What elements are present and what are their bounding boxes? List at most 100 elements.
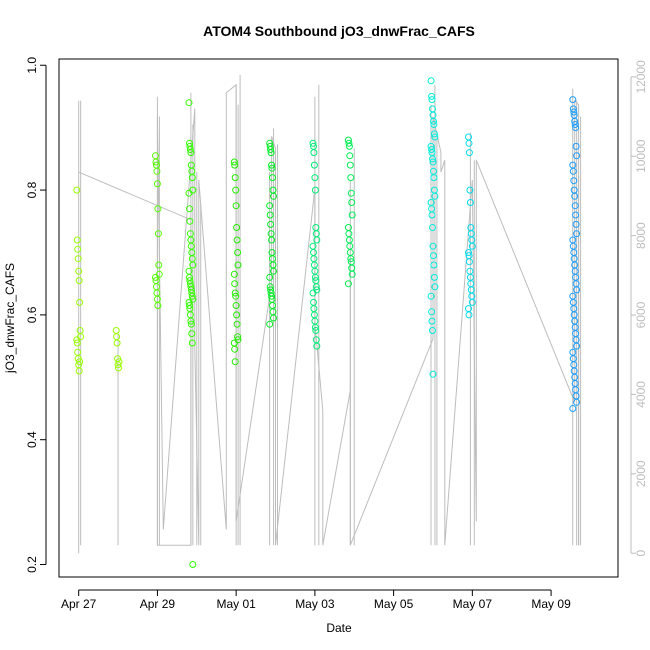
data-point [427,77,435,85]
data-point [573,398,581,406]
data-point [571,192,579,200]
data-point [465,139,473,147]
y2-tick-label: 2000 [634,460,648,487]
data-point [571,121,579,128]
data-point [312,224,320,231]
data-point [232,186,240,194]
data-point [269,255,276,263]
data-point [348,211,356,219]
data-point [345,236,353,244]
data-point [154,302,162,309]
data-point [188,249,196,256]
data-point [430,117,437,125]
data-point [468,242,476,250]
data-point [185,99,193,107]
altitude-series [78,74,582,554]
data-point [569,405,577,412]
data-point [311,186,319,194]
data-point [269,174,276,182]
data-point [347,255,355,263]
data-point [430,174,438,182]
data-point [187,317,195,325]
data-point [73,236,81,244]
data-point [466,199,474,206]
data-point [74,245,82,253]
data-point [268,161,276,169]
data-point [154,230,162,238]
data-point [153,167,161,175]
data-point [429,327,436,334]
data-point [269,302,276,309]
data-point [267,149,275,157]
data-point [186,205,193,213]
y2-tick-label: 10000 [634,139,648,173]
data-point [346,242,354,250]
data-point [310,161,318,169]
data-point [188,292,196,300]
axes: Apr 27 Apr 29 May 01 May 03 May 05 May 07 May … [25,57,648,611]
data-point [572,330,580,338]
data-point [465,149,473,157]
data-point [310,298,317,306]
data-point [75,267,83,275]
data-point [465,258,473,266]
data-point [234,249,242,256]
data-point [345,139,353,147]
data-point [313,342,321,350]
data-point [569,355,577,363]
data-point [430,261,438,269]
data-point [74,255,82,263]
data-point [345,142,353,150]
data-point [155,261,163,269]
data-point [572,124,580,132]
data-point [112,327,120,334]
data-point [231,280,239,288]
data-point [430,130,438,138]
data-point [267,220,275,228]
data-point [572,211,580,219]
data-point [270,314,277,322]
data-point [75,277,83,285]
data-point [344,280,352,288]
data-point [232,292,240,300]
data-point [570,305,578,313]
data-point [569,96,577,104]
data-point [266,211,274,219]
data-point [428,308,436,316]
data-point [189,261,197,269]
data-point [465,249,472,256]
data-point [311,323,319,331]
data-point [188,330,196,338]
data-point [266,202,274,210]
data-point [186,217,194,225]
data-point [74,348,82,356]
data-point [428,96,436,104]
data-point [427,292,435,300]
data-point [310,249,317,256]
data-point [152,158,160,166]
data-point [267,146,275,153]
data-point [311,174,319,182]
data-point [73,339,81,347]
data-point [231,174,239,182]
data-point [186,302,193,309]
data-point [465,311,473,319]
data-point [76,298,84,306]
data-point [234,333,242,341]
data-point [573,286,581,294]
altitude-line [78,83,580,554]
x-tick-label: May 09 [531,597,571,611]
data-point [570,361,578,369]
data-point [572,386,580,394]
data-point [189,561,197,568]
data-point [188,339,196,347]
x-axis-label: Date [326,621,352,635]
data-point [572,142,580,150]
data-point [231,358,239,366]
data-point [153,283,160,291]
data-point [347,174,355,182]
data-point [230,270,238,278]
data-point [312,283,320,291]
data-point [76,327,84,334]
x-tick-label: May 07 [453,597,493,611]
